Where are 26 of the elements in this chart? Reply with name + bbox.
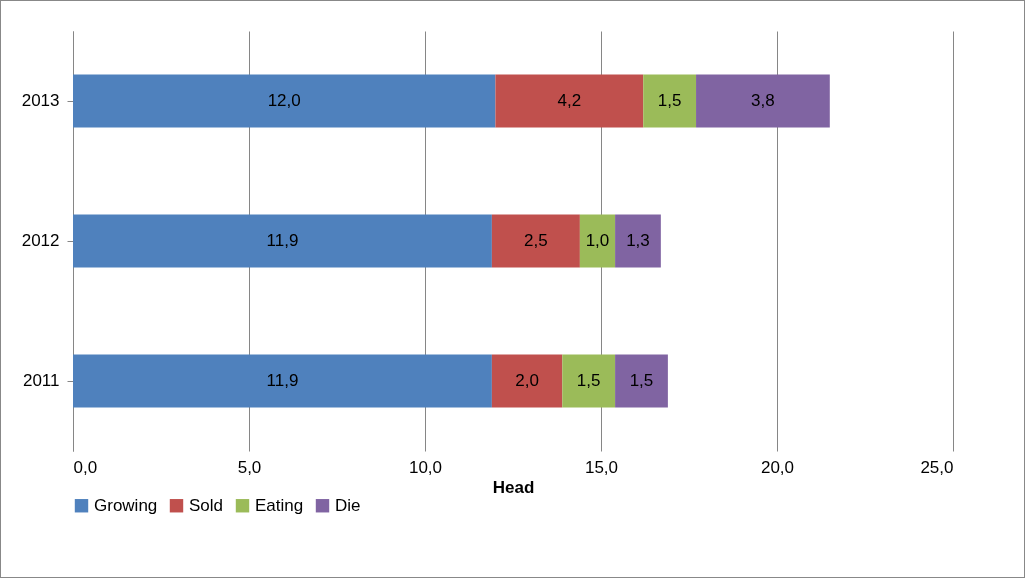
data-label: 1,5 [657, 91, 682, 110]
legend-label: Sold [189, 495, 224, 515]
y-tick-label: 2012 [21, 231, 60, 250]
legend-label: Growing [94, 495, 158, 515]
data-label: 4,2 [557, 91, 582, 110]
x-tick-label: 5,0 [237, 457, 262, 477]
x-tick-label: 0,0 [73, 457, 98, 477]
data-label: 1,0 [585, 231, 610, 250]
data-label: 1,5 [629, 371, 654, 390]
x-tick-label: 10,0 [408, 457, 443, 477]
data-label: 1,3 [626, 231, 650, 250]
data-label: 11,9 [266, 231, 299, 250]
y-tick-label: 2013 [21, 91, 60, 110]
x-tick-label: 15,0 [584, 457, 619, 477]
x-tick-label: 25,0 [920, 457, 954, 477]
data-label: 2,0 [515, 371, 539, 390]
legend-label: Eating [255, 495, 304, 515]
data-label: 12,0 [267, 91, 301, 110]
data-label: 1,5 [576, 371, 601, 390]
legend-label: Die [335, 495, 361, 515]
data-label: 2,5 [524, 231, 548, 250]
x-axis-title: Head [492, 477, 535, 497]
x-tick-label: 20,0 [760, 457, 795, 477]
data-label: 11,9 [266, 371, 299, 390]
data-label: 3,8 [751, 91, 775, 110]
y-tick-label: 2011 [22, 371, 60, 390]
